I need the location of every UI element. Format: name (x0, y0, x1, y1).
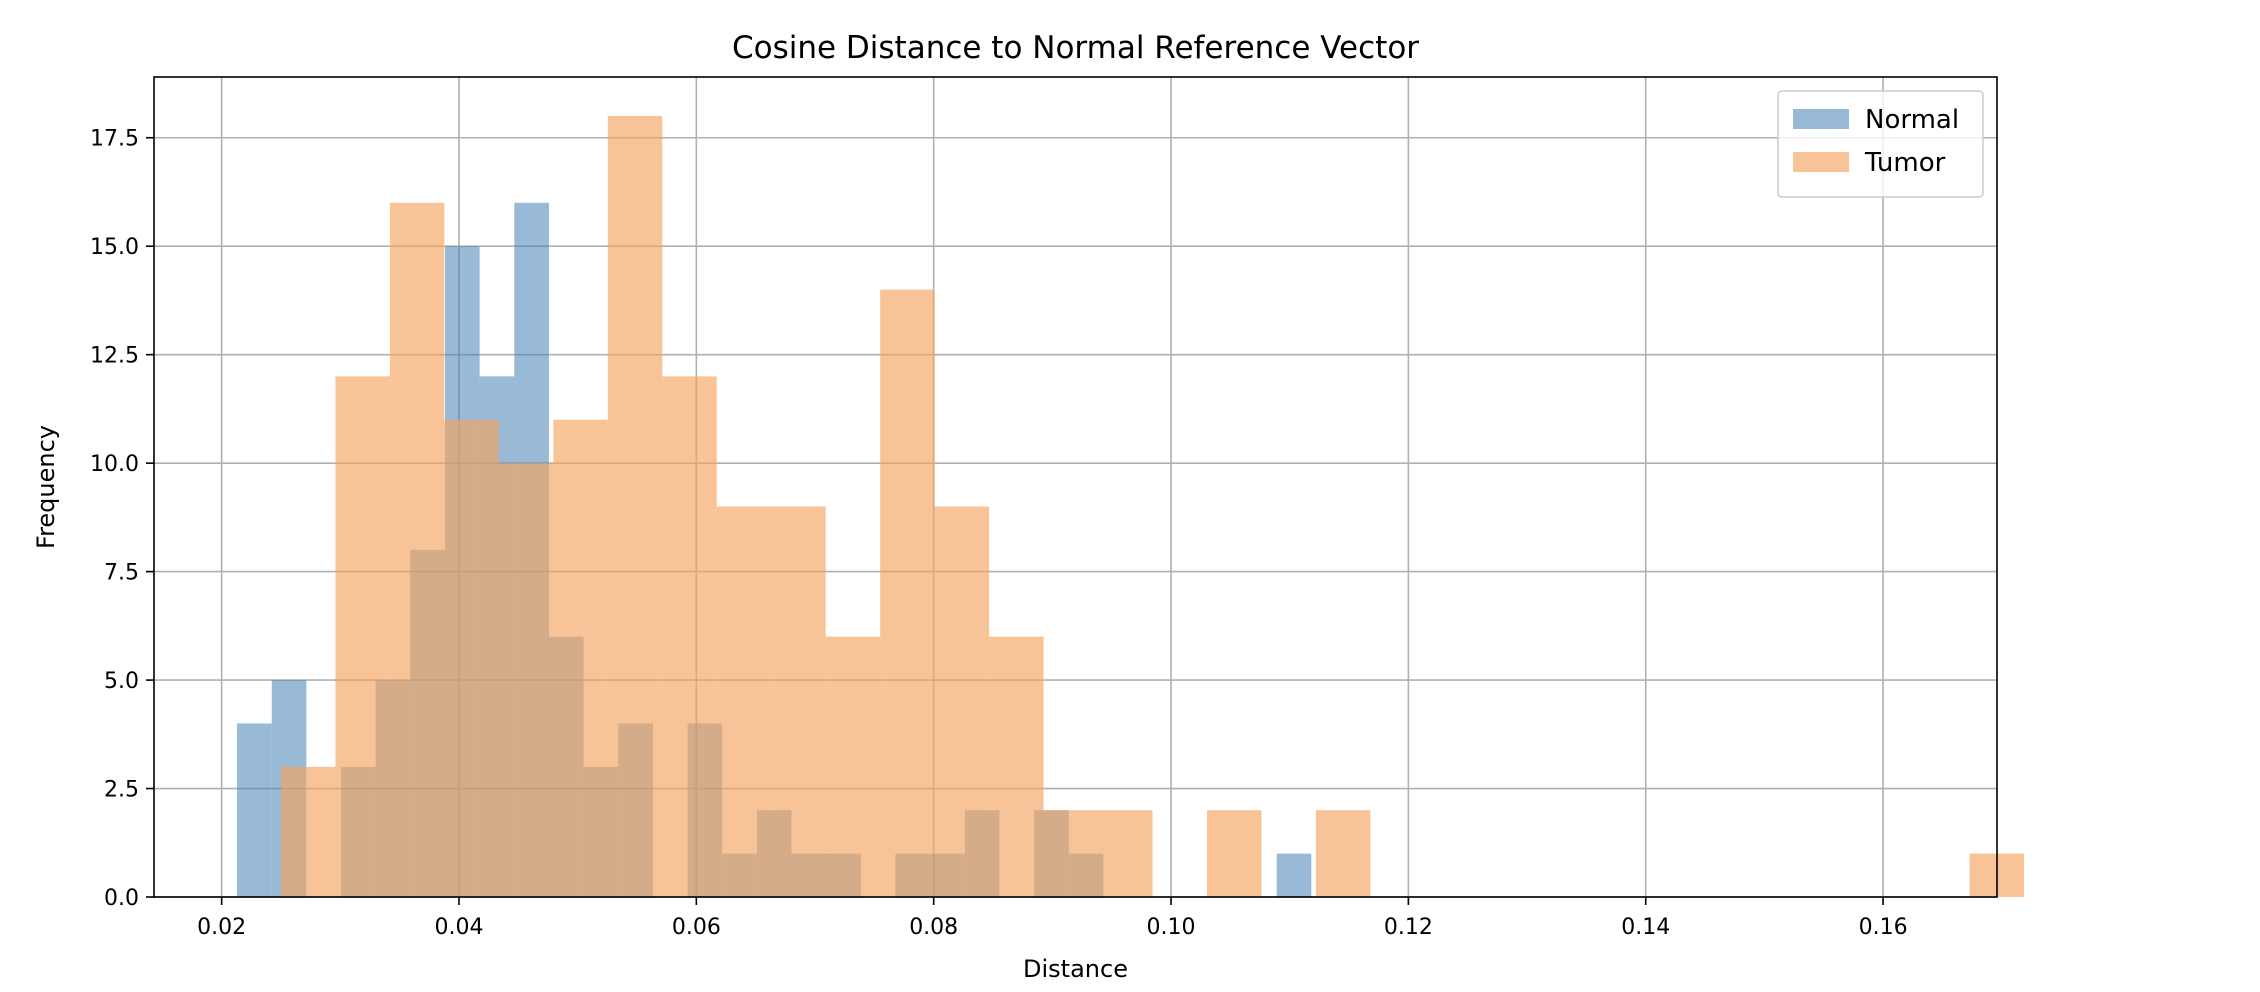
tumor-bar (934, 506, 990, 897)
tumor-bar (1315, 810, 1371, 897)
y-tick-label: 7.5 (104, 561, 139, 586)
x-tick-label: 0.12 (1384, 915, 1433, 940)
tumor-bar (662, 376, 717, 897)
tumor-bar (553, 419, 608, 897)
x-tick-label: 0.06 (672, 915, 721, 940)
x-tick-label: 0.16 (1859, 915, 1908, 940)
normal-bar (237, 723, 272, 897)
tumor-bar (444, 419, 499, 897)
legend-label-tumor: Tumor (1864, 148, 1946, 178)
y-tick-label: 5.0 (104, 669, 139, 694)
x-tick-label: 0.08 (909, 915, 958, 940)
legend: Normal Tumor (1777, 90, 1984, 198)
tumor-bar (280, 766, 336, 897)
tumor-bar (607, 116, 663, 898)
legend-swatch-tumor (1793, 152, 1849, 172)
x-tick-label: 0.10 (1147, 915, 1196, 940)
y-axis-label: Frequency (32, 425, 60, 549)
plot-frame (153, 76, 1998, 898)
y-tick-label: 12.5 (90, 344, 139, 369)
chart-title: Cosine Distance to Normal Reference Vect… (732, 30, 1419, 66)
legend-label-normal: Normal (1865, 105, 1959, 135)
tumor-bar (771, 506, 826, 897)
y-tick-label: 15.0 (90, 235, 139, 260)
x-tick-label: 0.02 (197, 915, 246, 940)
tumor-bar (389, 202, 445, 898)
y-tick-label: 10.0 (90, 452, 139, 477)
tumor-bar (1098, 810, 1153, 897)
y-axis-ticks: 0.0 2.5 5.0 7.5 10.0 12.5 15.0 17.5 (90, 127, 154, 911)
y-tick-label: 17.5 (90, 127, 139, 152)
y-tick-label: 0.0 (104, 886, 139, 911)
legend-swatch-normal (1793, 109, 1849, 129)
tumor-bar (335, 376, 390, 897)
tumor-bar (989, 636, 1044, 897)
tumor-bar (880, 289, 935, 897)
tumor-bar (498, 463, 554, 897)
tumor-bar (1043, 810, 1099, 897)
x-axis-label: Distance (1023, 955, 1128, 983)
tumor-bar (1206, 810, 1262, 897)
tumor-bar (825, 636, 881, 897)
tumor-bar (716, 506, 772, 897)
x-tick-label: 0.14 (1621, 915, 1670, 940)
y-tick-label: 2.5 (104, 778, 139, 803)
x-tick-label: 0.04 (434, 915, 483, 940)
normal-bar (1276, 853, 1312, 897)
x-axis-ticks: 0.02 0.04 0.06 0.08 0.10 0.12 0.14 0.16 (197, 897, 1908, 940)
